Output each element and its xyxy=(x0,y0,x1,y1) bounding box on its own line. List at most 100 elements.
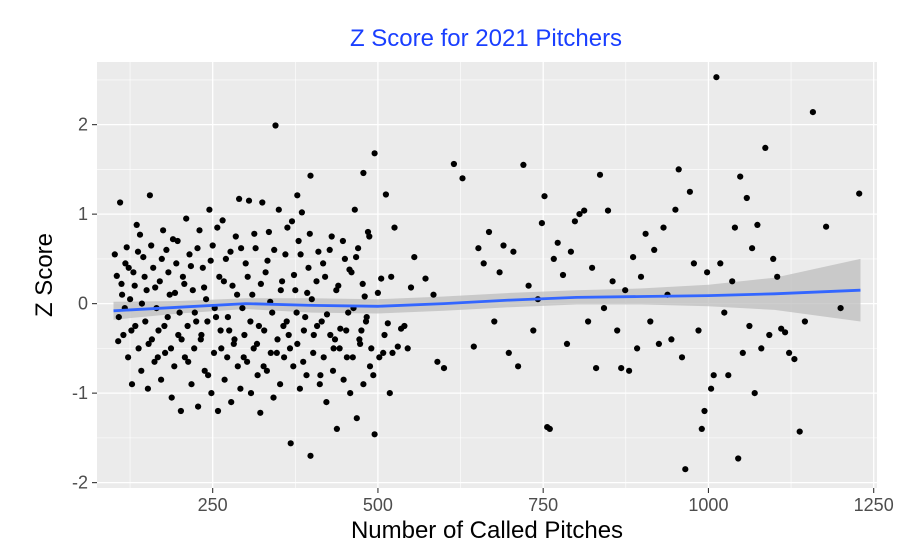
data-point xyxy=(316,381,323,388)
data-point xyxy=(381,331,388,339)
data-point xyxy=(174,237,181,245)
data-point xyxy=(128,381,136,388)
data-point xyxy=(782,329,789,336)
data-point xyxy=(274,336,281,343)
data-point xyxy=(237,385,244,392)
data-point xyxy=(240,354,247,361)
data-point xyxy=(290,271,298,279)
data-point xyxy=(115,338,122,345)
data-point xyxy=(158,255,165,262)
data-point xyxy=(173,260,180,267)
data-point xyxy=(303,372,310,379)
data-point xyxy=(152,284,159,291)
data-point xyxy=(242,260,249,267)
data-point xyxy=(238,245,245,252)
data-point xyxy=(530,327,537,334)
data-point xyxy=(193,318,200,325)
data-point xyxy=(389,349,396,356)
data-point xyxy=(698,425,705,432)
data-points xyxy=(111,74,863,473)
data-point xyxy=(823,223,830,230)
data-point xyxy=(224,354,231,361)
data-point xyxy=(856,190,863,197)
data-point xyxy=(196,227,203,234)
data-point xyxy=(294,340,301,347)
data-point xyxy=(290,363,297,370)
data-point xyxy=(155,327,162,334)
data-point xyxy=(120,331,127,339)
data-point xyxy=(721,309,728,316)
data-point xyxy=(194,245,201,252)
data-point xyxy=(285,331,292,339)
data-point xyxy=(261,327,268,334)
data-point xyxy=(376,354,383,361)
data-point xyxy=(355,245,362,252)
data-point xyxy=(239,305,246,312)
data-point xyxy=(778,325,785,332)
data-point xyxy=(210,349,218,356)
data-point xyxy=(171,289,179,296)
data-point xyxy=(279,278,286,285)
data-point xyxy=(165,269,172,276)
data-point xyxy=(480,260,487,267)
data-point xyxy=(363,314,370,321)
data-point xyxy=(138,300,145,307)
data-point xyxy=(267,349,274,356)
data-point xyxy=(191,309,198,316)
data-point xyxy=(251,230,258,237)
data-point xyxy=(313,278,320,285)
data-point xyxy=(292,287,299,294)
data-point xyxy=(252,245,259,252)
data-point xyxy=(119,291,126,298)
data-point xyxy=(634,345,641,352)
data-point xyxy=(127,296,134,303)
data-point xyxy=(422,275,429,282)
data-point xyxy=(264,257,271,264)
data-point xyxy=(686,188,694,195)
data-point xyxy=(710,372,717,379)
data-point xyxy=(150,264,157,271)
data-point xyxy=(340,376,347,383)
data-point xyxy=(695,327,702,334)
y-tick-label: 0 xyxy=(78,294,88,314)
data-point xyxy=(160,227,167,234)
data-point xyxy=(198,331,205,339)
data-point xyxy=(614,327,621,334)
data-point xyxy=(214,407,222,415)
data-point xyxy=(371,431,378,438)
data-point xyxy=(600,305,608,312)
x-tick-label: 1000 xyxy=(688,495,728,515)
data-point xyxy=(713,74,720,81)
data-point xyxy=(333,287,340,294)
data-point xyxy=(731,224,739,231)
data-point xyxy=(154,354,161,361)
data-point xyxy=(637,273,645,280)
data-point xyxy=(263,367,270,374)
data-point xyxy=(496,269,503,276)
data-point xyxy=(244,358,251,365)
data-point xyxy=(333,425,340,432)
data-point xyxy=(183,215,190,222)
data-point xyxy=(272,122,279,129)
data-point xyxy=(485,228,493,236)
data-point xyxy=(247,318,254,325)
data-point xyxy=(254,372,261,379)
data-point xyxy=(737,173,744,180)
data-point xyxy=(218,345,225,352)
data-point xyxy=(195,403,202,410)
data-point xyxy=(176,309,183,316)
data-point xyxy=(596,171,604,178)
data-point xyxy=(305,264,312,271)
data-point xyxy=(156,278,163,285)
data-point xyxy=(262,269,269,276)
data-point xyxy=(191,345,198,352)
data-point xyxy=(222,255,229,262)
data-point xyxy=(563,340,571,347)
x-tick-label: 1250 xyxy=(854,495,894,515)
data-point xyxy=(725,372,732,379)
data-point xyxy=(359,280,366,287)
data-point xyxy=(384,320,391,327)
data-point xyxy=(220,278,227,285)
data-point xyxy=(164,314,171,321)
data-point xyxy=(329,367,337,374)
